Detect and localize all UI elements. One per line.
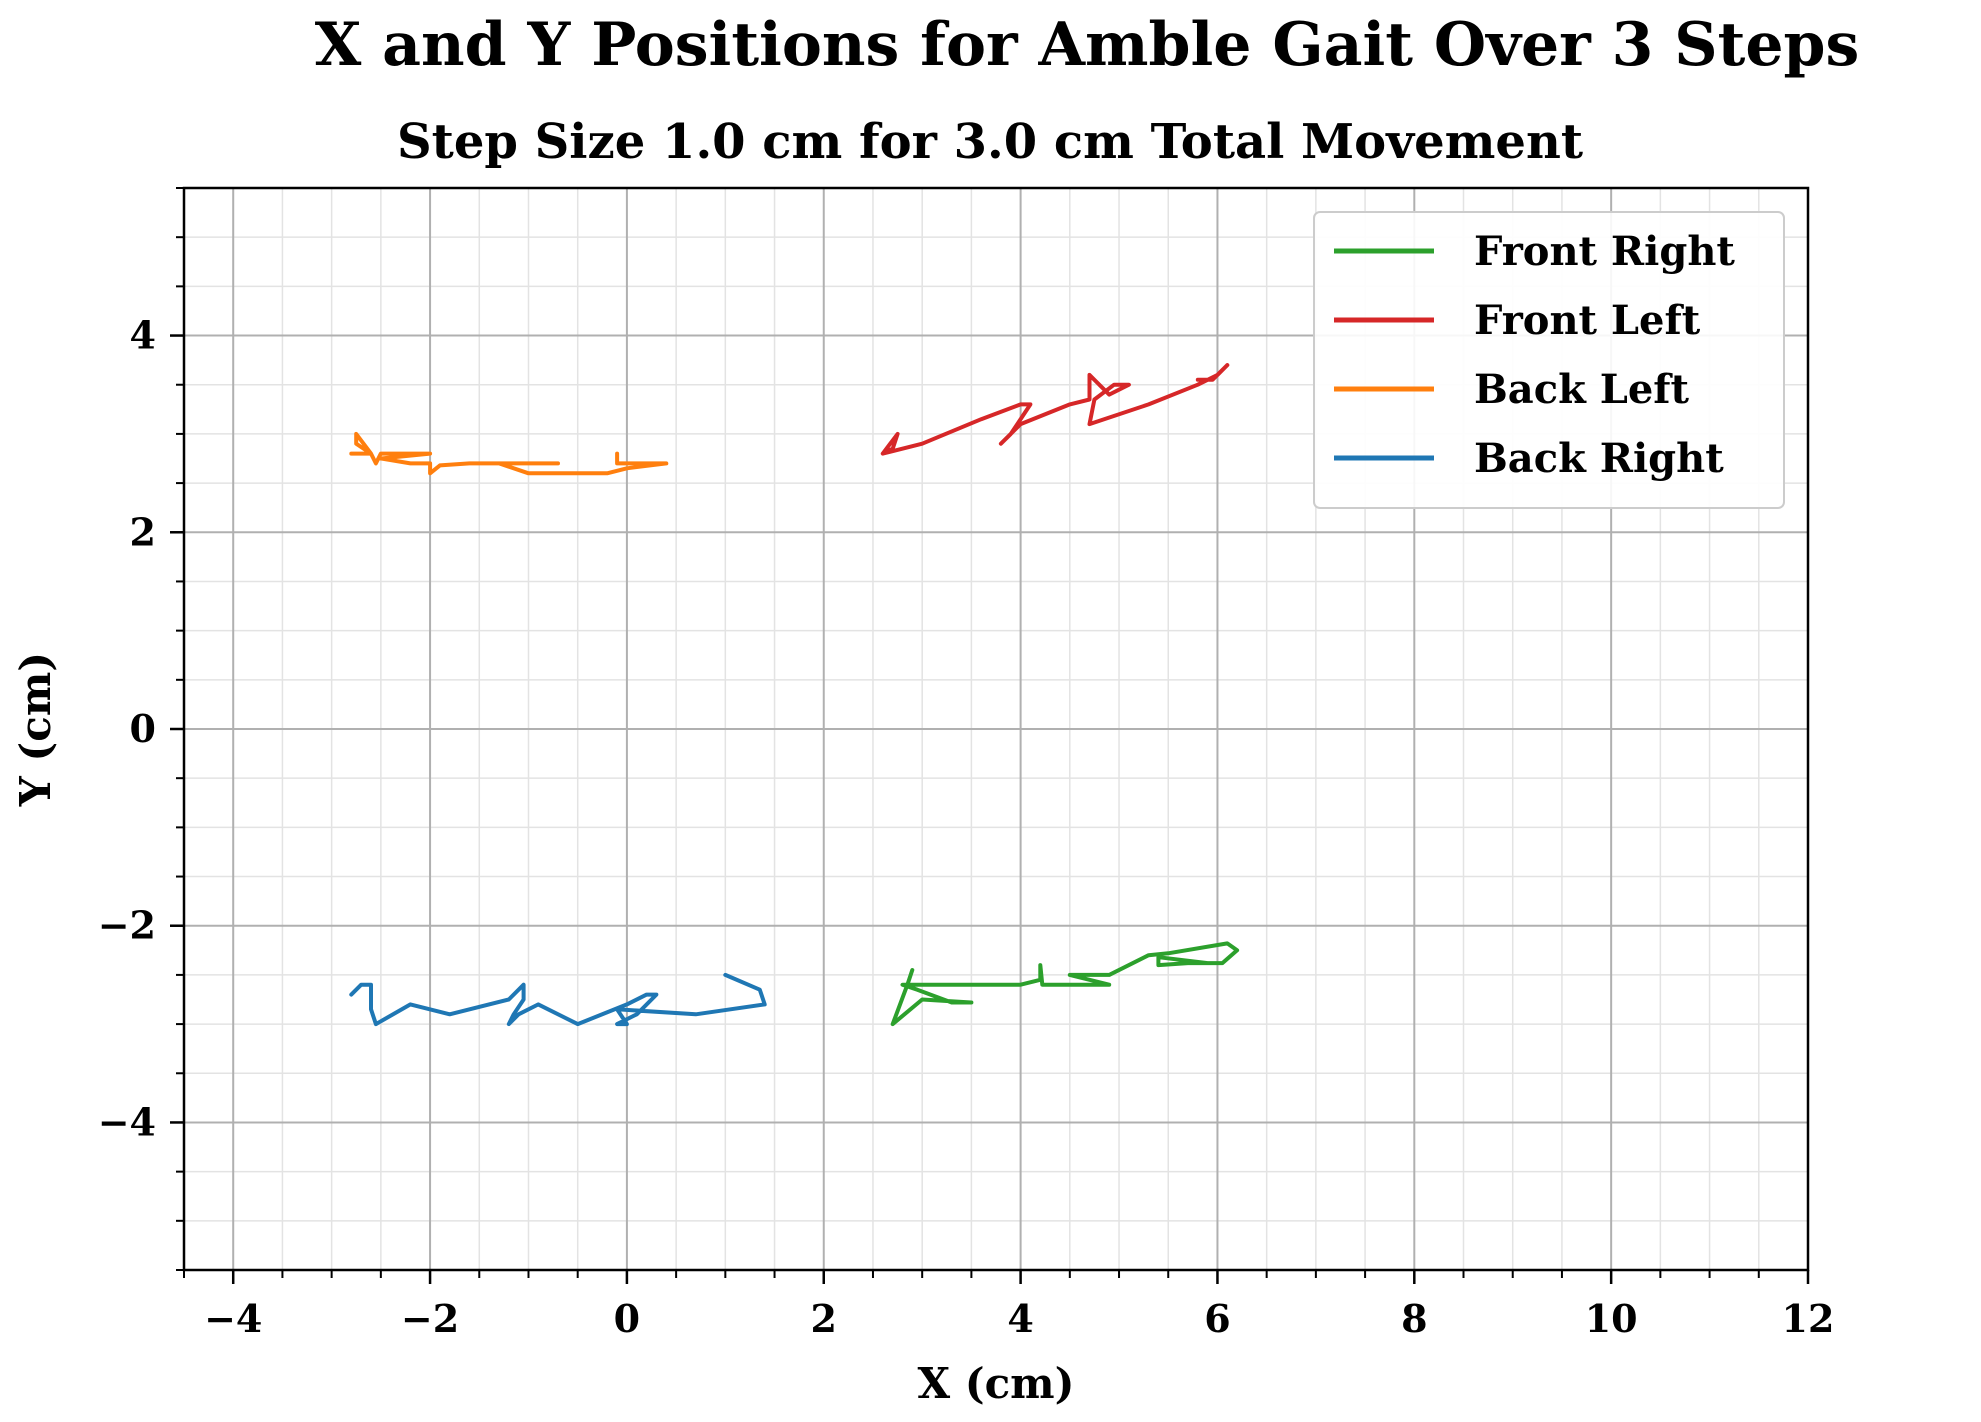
x-tick-label: 8 [1401, 1296, 1427, 1341]
legend-box [1313, 211, 1785, 509]
series-line-back-left [349, 431, 669, 476]
x-tick-label: 2 [811, 1296, 837, 1341]
x-tick-label: 0 [614, 1296, 640, 1341]
chart-title: X and Y Positions for Amble Gait Over 3 … [315, 10, 1860, 80]
tick-labels: −4 −2 0 2 4 6 8 10 12 −4 −2 0 2 4 [98, 313, 1835, 1341]
legend-label-front-left: Front Left [1474, 297, 1701, 344]
x-axis-label: X (cm) [918, 1359, 1075, 1408]
series-line-front-right [890, 941, 1240, 1027]
series-group [349, 363, 1240, 1027]
y-axis-label: Y (cm) [11, 652, 60, 807]
x-tick-label: −4 [204, 1296, 262, 1341]
y-tick-label: −4 [98, 1099, 156, 1144]
y-tick-label: 4 [130, 313, 156, 358]
series-line-back-right [349, 972, 767, 1027]
x-tick-label: 10 [1585, 1296, 1638, 1341]
y-tick-label: 0 [130, 706, 156, 751]
legend-label-front-right: Front Right [1474, 228, 1735, 275]
y-tick-label: 2 [130, 509, 156, 554]
x-tick-label: 12 [1782, 1296, 1835, 1341]
legend-label-back-right: Back Right [1474, 435, 1724, 482]
legend-entries: Front Right Front Left Back Left Back Right [1334, 228, 1735, 482]
x-tick-label: −2 [401, 1296, 459, 1341]
chart-subtitle: Step Size 1.0 cm for 3.0 cm Total Moveme… [397, 114, 1583, 170]
x-tick-label: 6 [1204, 1296, 1230, 1341]
legend-label-back-left: Back Left [1474, 366, 1690, 413]
legend: Front Right Front Left Back Left Back Right [1313, 211, 1785, 509]
x-tick-label: 4 [1007, 1296, 1033, 1341]
series-line-front-left [880, 363, 1230, 456]
ticks [170, 187, 1810, 1284]
y-tick-label: −2 [98, 903, 156, 948]
